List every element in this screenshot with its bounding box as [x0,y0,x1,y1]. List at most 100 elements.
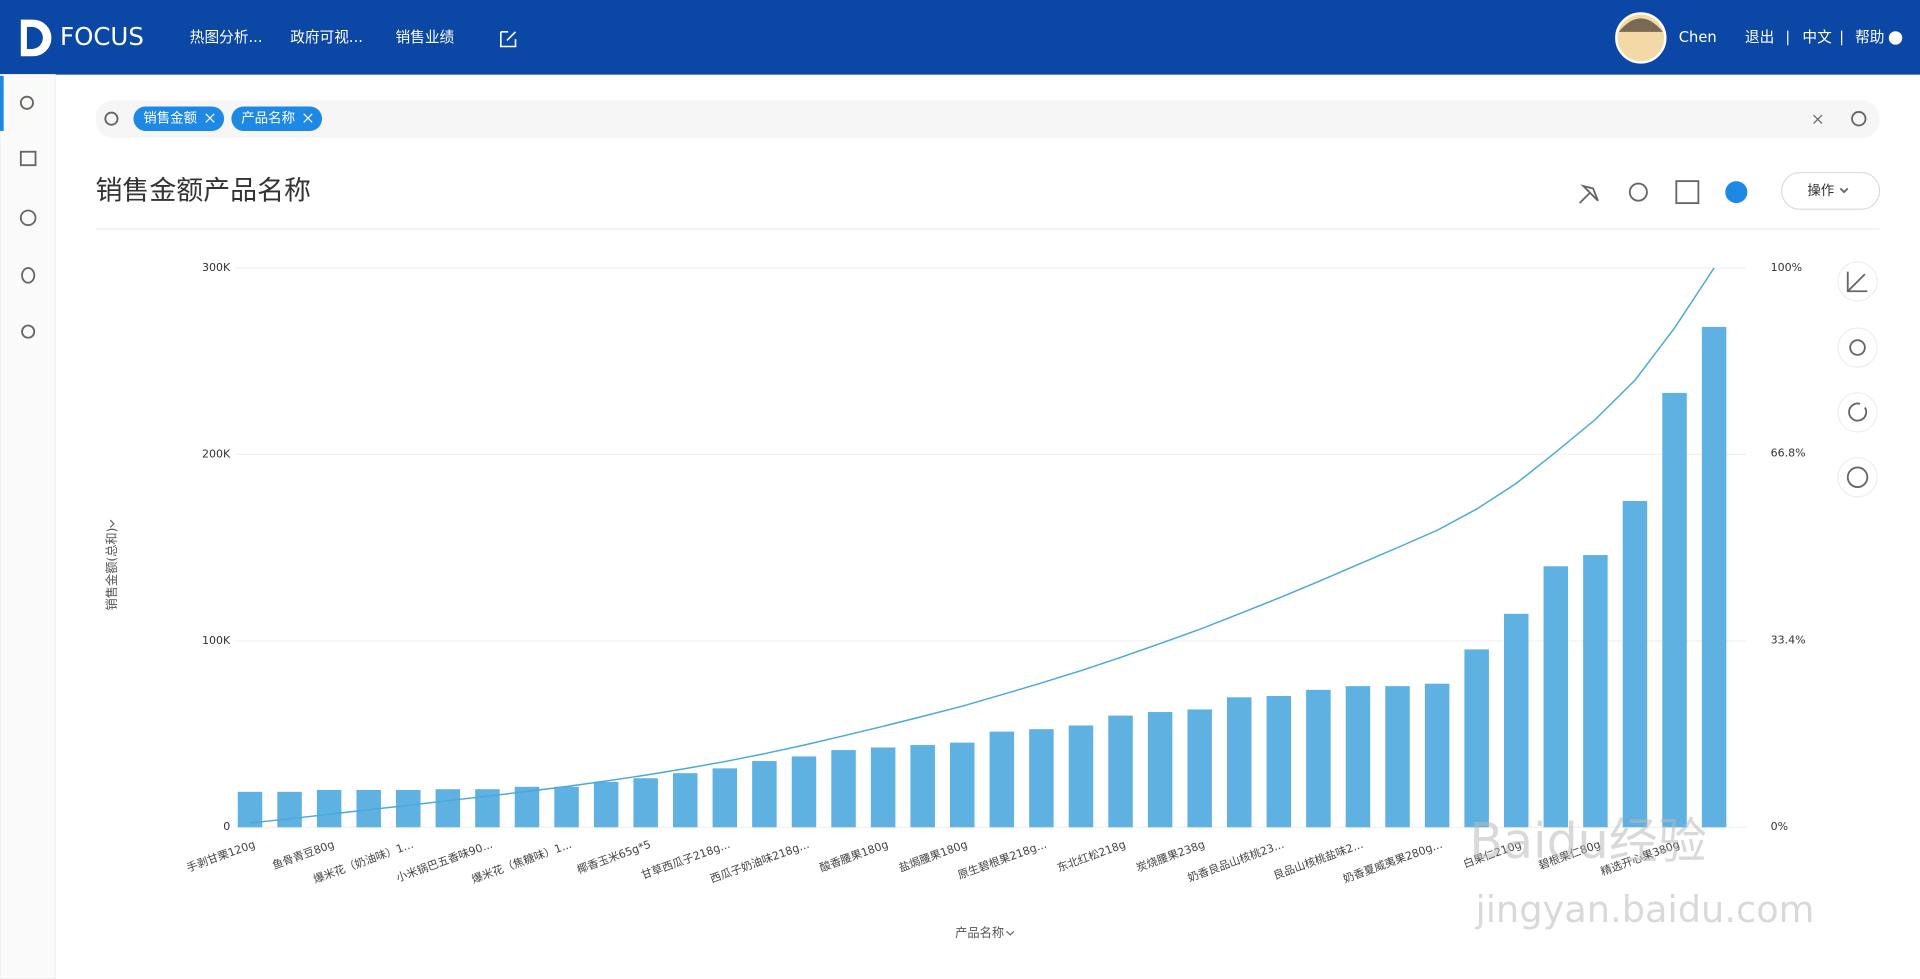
user-name[interactable]: Chen [1679,29,1717,46]
nav-item[interactable]: 政府可视... [290,29,363,46]
edit-icon[interactable] [500,31,517,48]
nav-item[interactable]: 销售业绩 [396,29,455,46]
search-nav[interactable] [19,95,34,110]
action-button[interactable] [1781,171,1881,210]
bar [950,742,975,828]
tag-close[interactable] [205,113,215,123]
chart-tools [1837,261,1878,498]
bar [1306,689,1331,828]
bar [1701,326,1727,828]
bar [791,756,817,828]
settings-icon[interactable] [1628,182,1648,202]
bar [277,791,302,828]
bar [1424,683,1450,828]
help[interactable]: 帮助 [1855,29,1884,46]
logo-mark [20,19,52,57]
bar [316,789,342,828]
bar [673,773,698,828]
bar [831,750,856,828]
bar [1187,709,1212,828]
y2-tick-label: 100% [1771,261,1802,274]
clear-search[interactable] [1813,114,1823,125]
search-tag[interactable] [133,106,225,131]
x-tick-label: 鱼骨青豆80g [270,837,336,872]
axis-glyph [1846,271,1868,293]
bar [1385,686,1410,828]
table-icon[interactable] [1675,180,1700,205]
language[interactable]: 中文 [1802,29,1832,46]
bar [1147,712,1173,828]
y2-tick-label: 33.4% [1771,633,1806,646]
avatar-hat [1618,18,1663,32]
bar [554,786,579,828]
tag-close[interactable] [303,113,313,123]
action-text: 操作 [1807,183,1834,199]
pin-icon[interactable] [1578,184,1599,204]
page-title: 销售金额产品名称 [96,176,311,207]
bar [1266,696,1292,828]
bar [752,761,777,828]
bar [1029,729,1054,828]
y2-tick-label: 0% [1771,820,1788,833]
watermark: Baidu经验 [1469,813,1706,870]
logo: FOCUS [60,22,144,51]
help-icon[interactable] [1888,31,1903,45]
help-tool[interactable] [1837,457,1878,498]
y2-tick-label: 66.8% [1771,447,1806,460]
nav-item[interactable]: 热图分析... [190,29,263,46]
search-icon [104,111,119,126]
bar [712,768,738,828]
bar [1108,715,1133,828]
x-tick-label: 酸香腰果180g [818,837,890,875]
bar [1345,686,1371,828]
bar [1464,649,1489,828]
bar [1068,725,1094,828]
y-tick-label: 0 [223,820,230,833]
data-nav[interactable] [21,267,36,284]
refresh-glyph [1848,402,1868,422]
search-tag[interactable] [231,106,323,131]
tag-text: 销售金额 [143,111,197,127]
bar [989,731,1015,828]
bar [237,791,263,828]
y-tick-label: 200K [202,447,231,460]
bar [1662,392,1687,828]
bar [593,781,619,828]
x-axis-label: 产品名称 [955,925,1004,940]
y-tick-label: 100K [202,634,231,647]
x-tick-label: 原生碧根果218g... [956,837,1049,882]
bar [870,747,896,828]
help-nav[interactable] [19,209,37,227]
bar [633,778,658,828]
header [0,0,1920,75]
tag-text: 产品名称 [241,111,295,127]
bar [1583,555,1608,828]
watermark: jingyan.baidu.com [1475,888,1815,931]
bar [1622,501,1648,828]
bar [396,789,421,828]
sidebar-active [0,75,4,131]
x-axis-caret [1006,930,1015,936]
question [1846,466,1869,488]
y-axis-caret [109,519,115,528]
y-axis-label: 销售金额(总和) [104,528,119,611]
y-tick-label: 300K [202,261,231,274]
bar [1227,697,1252,828]
cumulative-line [249,267,1715,824]
logout[interactable]: 退出 [1745,29,1774,46]
settings-nav[interactable] [21,324,36,339]
search-bar[interactable] [95,100,1880,139]
board-nav[interactable] [19,150,37,167]
action-caret [1839,187,1849,194]
bar [1543,566,1569,828]
x-tick-label: 手剥甘栗120g [184,837,256,875]
settings-tool[interactable] [1837,327,1878,368]
bar [1503,613,1529,828]
chart-icon[interactable] [1725,181,1748,204]
gear [1849,339,1866,356]
refresh-tool[interactable] [1837,392,1878,433]
x-tick-label: 东北红松218g [1055,837,1127,875]
refresh-search[interactable] [1851,111,1867,127]
